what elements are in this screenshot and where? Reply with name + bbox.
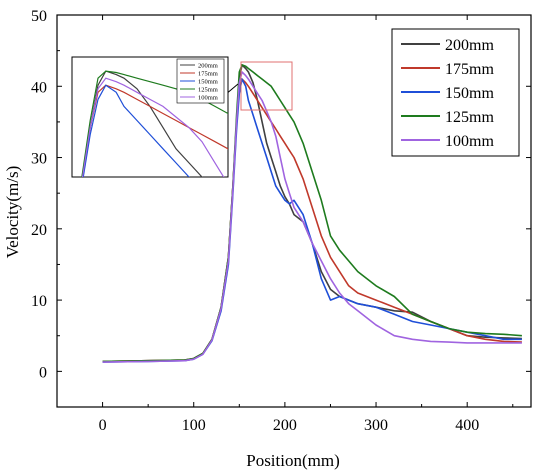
y-axis-ticks: 0 10 20 30 40 50	[31, 8, 531, 408]
y-tick: 40	[31, 79, 531, 96]
x-tick-label: 100	[182, 417, 206, 434]
y-tick-label: 10	[31, 293, 47, 310]
x-tick-label: 0	[99, 417, 107, 434]
inset-legend-label: 150mm	[198, 79, 218, 86]
legend: 200mm 175mm 150mm 125mm 100mm	[401, 37, 494, 150]
x-tick-label: 400	[455, 417, 479, 434]
inset-legend-label: 100mm	[198, 95, 218, 102]
plot-frame	[56, 14, 532, 408]
legend-label: 175mm	[445, 61, 494, 78]
legend-label: 150mm	[445, 85, 494, 102]
inset-legend-label: 200mm	[198, 63, 218, 70]
inset-series-line-100mm	[81, 77, 225, 177]
inset-legend-label: 175mm	[198, 71, 218, 78]
y-tick-label: 50	[31, 8, 47, 25]
y-tick-label: 30	[31, 151, 47, 168]
y-tick: 30	[31, 151, 531, 168]
x-tick: 200	[273, 15, 297, 434]
legend-label: 100mm	[445, 133, 494, 150]
x-tick: 300	[364, 15, 388, 434]
x-tick: 400	[455, 15, 479, 434]
legend-label: 125mm	[445, 109, 494, 126]
y-tick: 50	[31, 8, 531, 25]
y-tick: 0	[39, 364, 531, 381]
inset-legend-label: 125mm	[198, 87, 218, 94]
x-tick: 100	[182, 15, 206, 434]
y-tick: 10	[31, 293, 531, 310]
x-axis-ticks: 0 100 200 300 400	[56, 15, 514, 434]
zoom-region-box	[240, 61, 293, 111]
series-line-100mm	[102, 71, 522, 363]
y-tick-label: 20	[31, 222, 47, 239]
y-tick-label: 40	[31, 79, 47, 96]
inset-series-line-175mm	[81, 84, 228, 177]
series-lines	[102, 64, 522, 363]
x-tick-label: 200	[273, 417, 297, 434]
plot-area-border	[56, 14, 532, 408]
x-tick-label: 300	[364, 417, 388, 434]
y-tick-label: 0	[39, 364, 47, 381]
y-tick: 20	[31, 222, 531, 239]
y-axis-label: Velocity(m/s)	[3, 166, 22, 259]
x-axis-label: Position(mm)	[246, 451, 340, 470]
x-tick: 0	[99, 15, 107, 434]
legend-label: 200mm	[445, 37, 494, 54]
